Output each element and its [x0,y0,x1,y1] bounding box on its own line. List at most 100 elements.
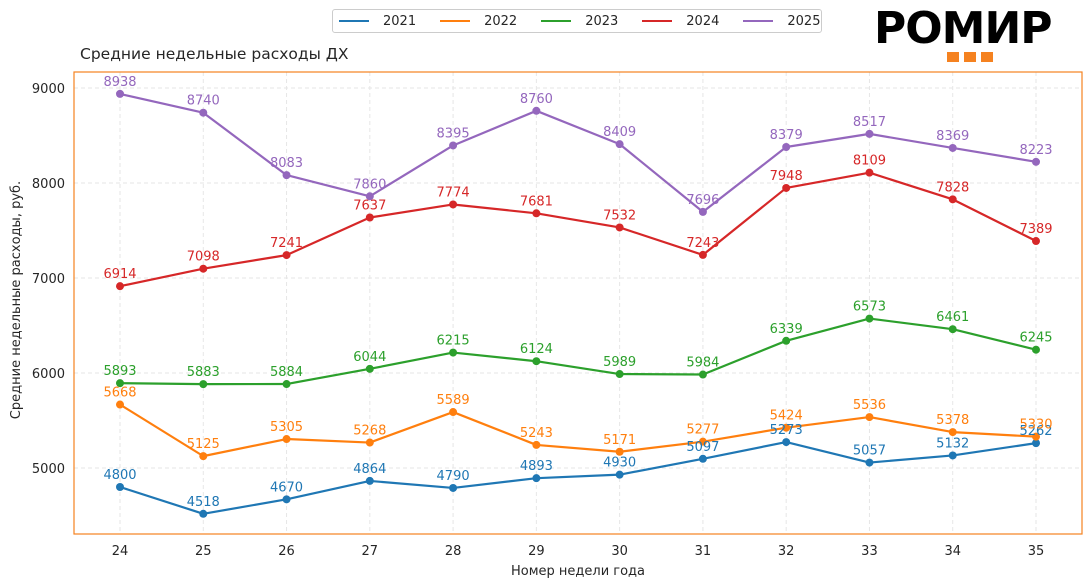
data-label: 7828 [936,180,969,195]
data-label: 5330 [1019,418,1052,433]
y-tick-label: 8000 [32,177,65,192]
legend-item-2023: 2023 [541,14,618,29]
x-tick-label: 34 [944,544,961,559]
y-axis-ticks: 5000 6000 7000 8000 9000 [32,82,65,477]
data-label: 4893 [520,459,553,474]
data-label: 8517 [853,115,886,130]
chart-title: Средние недельные расходы ДХ [80,45,349,63]
series-2025 [116,89,1040,216]
data-point [948,325,957,334]
data-label: 5989 [603,355,636,370]
data-label: 5378 [936,413,969,428]
data-label: 5243 [520,426,553,441]
series-line-2021 [119,440,1037,515]
legend-item-2022: 2022 [440,14,517,29]
logo-dots [947,52,993,62]
data-point [782,438,791,447]
data-point [199,452,208,461]
data-point [698,454,707,463]
logo-dot [981,52,993,62]
data-point [698,437,707,446]
data-point [615,470,624,479]
data-label: 6245 [1019,331,1052,346]
data-label: 8409 [603,125,636,140]
data-label: 7241 [270,236,303,251]
legend-swatch [440,20,471,22]
legend-label: 2021 [383,13,417,29]
data-point [532,440,541,449]
y-tick-label: 7000 [32,272,65,287]
legend-item-2025: 2025 [743,14,820,29]
data-label: 6044 [353,350,386,365]
data-point [1032,157,1040,166]
data-point [615,447,624,456]
legend: 2021 2022 2023 2024 2025 [332,9,822,33]
data-label: 8760 [520,92,553,107]
data-label: 5125 [187,437,220,452]
data-label: 7098 [187,250,220,265]
data-label: 5171 [603,433,636,448]
data-label: 6573 [853,300,886,315]
data-label: 8083 [270,156,303,171]
data-point [365,476,374,485]
x-tick-label: 24 [112,544,129,559]
data-point [865,129,874,138]
x-tick-label: 27 [362,544,379,559]
data-point [116,282,124,291]
data-label: 8740 [187,94,220,109]
x-tick-label: 31 [695,544,712,559]
series-2021 [116,438,1040,518]
data-label: 5668 [103,386,136,401]
legend-label: 2022 [484,13,518,29]
data-point [948,143,957,152]
data-point [782,336,791,345]
data-label: 5536 [853,398,886,413]
data-point [449,141,458,150]
logo-dot [947,52,959,62]
data-point [1032,432,1040,441]
data-label: 8379 [770,128,803,143]
data-label: 4790 [437,469,470,484]
data-point [365,438,374,447]
data-label: 8109 [853,154,886,169]
data-point [948,451,957,460]
data-label: 5132 [936,436,969,451]
data-label: 5884 [270,365,303,380]
data-label: 5268 [353,424,386,439]
data-label: 7860 [353,177,386,192]
data-point [116,379,124,388]
data-label: 5424 [770,409,803,424]
data-label: 7637 [353,198,386,213]
data-point [449,348,458,357]
data-label: 8369 [936,129,969,144]
data-point [365,192,374,201]
x-tick-label: 35 [1028,544,1045,559]
data-label: 5057 [853,444,886,459]
data-label: 5589 [437,393,470,408]
data-point [532,106,541,115]
data-point [532,357,541,366]
data-point [282,251,291,260]
data-label: 7774 [437,185,470,200]
x-tick-label: 26 [278,544,295,559]
data-point [449,483,458,492]
data-label: 7948 [770,169,803,184]
data-point [282,380,291,389]
data-label: 4864 [353,462,386,477]
y-tick-label: 9000 [32,82,65,97]
data-labels-layer: 4800 4518 4670 4864 4790 4893 4930 5097 5273 5057… [103,75,1052,510]
data-label: 6124 [520,342,553,357]
data-point [782,142,791,151]
data-label: 4800 [103,468,136,483]
data-point [1032,237,1040,246]
x-axis-label: Номер недели года [511,564,645,579]
data-point [116,89,124,98]
data-point [199,509,208,518]
data-label: 8223 [1019,143,1052,158]
data-point [782,183,791,192]
data-point [532,209,541,218]
y-axis-label: Средние недельные расходы, руб. [9,181,24,419]
series-2023 [116,314,1040,389]
romir-logo: РОМИР [874,7,1064,63]
